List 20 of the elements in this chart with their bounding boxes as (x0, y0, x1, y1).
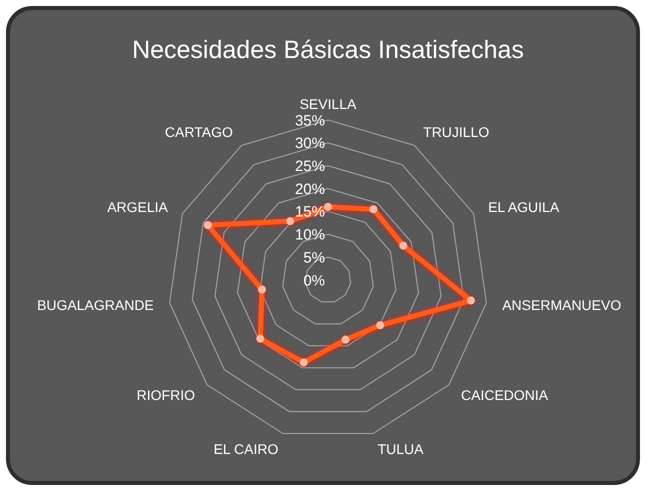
y-tick-label: 20% (294, 180, 325, 198)
y-tick-label: 35% (294, 112, 325, 130)
spoke-label: EL AGUILA (488, 198, 560, 215)
y-tick-label: 0% (303, 272, 325, 290)
y-tick-label: 5% (303, 249, 325, 266)
chart-title: Necesidades Básicas Insatisfechas (132, 36, 524, 64)
spoke-label: BUGALAGRANDE (37, 296, 154, 313)
spoke-label: CAICEDONIA (461, 387, 549, 404)
spoke-label: TULUA (378, 440, 424, 457)
spoke-label: ANSERMANUEVO (502, 296, 622, 313)
spoke-label: ARGELIA (107, 198, 169, 215)
spoke-label: RIOFRIO (136, 387, 196, 404)
spoke-label: SEVILLA (300, 96, 358, 112)
y-tick-label: 30% (294, 135, 325, 152)
spoke-label: EL CAIRO (214, 440, 279, 457)
spoke-label: CARTAGO (164, 124, 233, 140)
spoke-label: TRUJILLO (423, 124, 490, 140)
y-tick-label: 15% (294, 204, 325, 221)
y-tick-label: 10% (294, 226, 325, 244)
y-tick-label: 25% (294, 158, 325, 175)
